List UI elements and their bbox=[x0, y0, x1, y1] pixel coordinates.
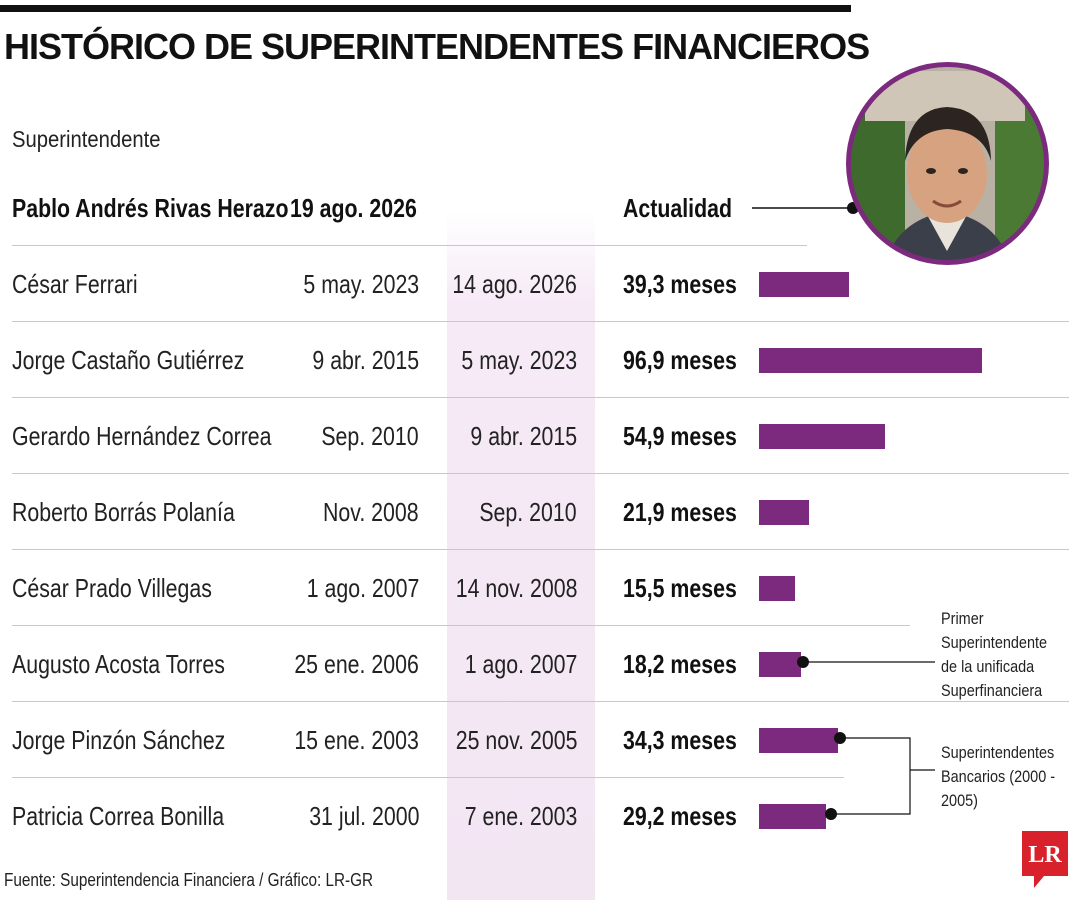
first-unified-connector-dot bbox=[797, 656, 809, 668]
current-name: Pablo Andrés Rivas Herazo bbox=[12, 193, 289, 223]
row-duration-label: 39,3 meses bbox=[623, 269, 737, 299]
row-duration-label: 29,2 meses bbox=[623, 801, 737, 831]
row-duration-label: 18,2 meses bbox=[623, 649, 737, 679]
row-duration-label: 21,9 meses bbox=[623, 497, 737, 527]
banking-connector-dot bbox=[825, 808, 837, 820]
row-duration-bar bbox=[759, 803, 827, 829]
note-banking-line: 2005) bbox=[941, 791, 978, 810]
row-separator bbox=[12, 245, 807, 246]
top-rule bbox=[0, 5, 851, 12]
row-duration-label: 96,9 meses bbox=[623, 345, 737, 375]
note-banking: Superintendentes Bancarios (2000 - 2005) bbox=[941, 741, 1055, 813]
row-duration-bar bbox=[759, 575, 795, 601]
row-duration-label: 54,9 meses bbox=[623, 421, 737, 451]
row-separator bbox=[12, 701, 1069, 702]
row-duration-bar bbox=[759, 347, 982, 373]
row-end-date: 25 nov. 2005 bbox=[455, 725, 577, 755]
note-first-unified-line: Superintendente bbox=[941, 633, 1048, 652]
banking-connector-dot bbox=[834, 732, 846, 744]
row-duration-label: 15,5 meses bbox=[623, 573, 737, 603]
row-separator bbox=[12, 777, 844, 778]
row-end-date: 9 abr. 2015 bbox=[470, 421, 577, 451]
note-first-unified-line: de la unificada bbox=[941, 657, 1035, 676]
row-name: César Prado Villegas bbox=[12, 573, 212, 603]
row-end-date: Sep. 2010 bbox=[479, 497, 577, 527]
current-start: 19 ago. 2026 bbox=[290, 193, 417, 223]
row-name: Roberto Borrás Polanía bbox=[12, 497, 235, 527]
note-first-unified-line: Primer bbox=[941, 609, 984, 628]
row-end-date: 7 ene. 2003 bbox=[464, 801, 577, 831]
row-name: Jorge Castaño Gutiérrez bbox=[12, 345, 245, 375]
row-separator bbox=[12, 397, 1069, 398]
row-start-date: 15 ene. 2003 bbox=[294, 725, 419, 755]
row-separator bbox=[12, 321, 1069, 322]
row-duration-bar bbox=[759, 727, 838, 753]
note-banking-line: Superintendentes bbox=[941, 743, 1055, 762]
row-name: Augusto Acosta Torres bbox=[12, 649, 225, 679]
row-end-date: 14 ago. 2026 bbox=[452, 269, 577, 299]
note-first-unified-line: Superfinanciera bbox=[941, 681, 1043, 700]
banking-bracket bbox=[831, 737, 911, 815]
row-start-date: 1 ago. 2007 bbox=[306, 573, 419, 603]
lr-logo: LR bbox=[1022, 831, 1068, 888]
row-start-date: 5 may. 2023 bbox=[303, 269, 419, 299]
row-name: Gerardo Hernández Correa bbox=[12, 421, 272, 451]
row-start-date: 9 abr. 2015 bbox=[312, 345, 419, 375]
row-separator bbox=[12, 473, 1069, 474]
row-end-date: 1 ago. 2007 bbox=[464, 649, 577, 679]
column-label: Superintendente bbox=[12, 126, 161, 152]
row-duration-bar bbox=[759, 651, 801, 677]
note-banking-line: Bancarios (2000 - bbox=[941, 767, 1056, 786]
portrait-photo bbox=[846, 62, 1049, 265]
row-name: Patricia Correa Bonilla bbox=[12, 801, 225, 831]
end-date-column-highlight bbox=[447, 212, 595, 900]
current-status: Actualidad bbox=[623, 193, 732, 223]
row-duration-bar bbox=[759, 423, 886, 449]
row-name: Jorge Pinzón Sánchez bbox=[12, 725, 226, 755]
row-duration-bar bbox=[759, 271, 850, 297]
row-start-date: 31 jul. 2000 bbox=[308, 801, 419, 831]
lr-logo-text: LR bbox=[1028, 842, 1062, 868]
row-end-date: 14 nov. 2008 bbox=[455, 573, 577, 603]
source-note: Fuente: Superintendencia Financiera / Gr… bbox=[4, 870, 374, 890]
chart-title: HISTÓRICO DE SUPERINTENDENTES FINANCIERO… bbox=[4, 26, 870, 67]
lr-logo-badge bbox=[1022, 831, 1068, 888]
row-duration-bar bbox=[759, 499, 810, 525]
row-name: César Ferrari bbox=[12, 269, 138, 299]
note-first-unified: Primer Superintendente de la unificada S… bbox=[941, 607, 1047, 703]
row-start-date: 25 ene. 2006 bbox=[294, 649, 419, 679]
row-start-date: Nov. 2008 bbox=[323, 497, 419, 527]
row-duration-label: 34,3 meses bbox=[623, 725, 737, 755]
row-start-date: Sep. 2010 bbox=[321, 421, 419, 451]
row-end-date: 5 may. 2023 bbox=[461, 345, 577, 375]
row-separator bbox=[12, 625, 910, 626]
row-separator bbox=[12, 549, 1069, 550]
